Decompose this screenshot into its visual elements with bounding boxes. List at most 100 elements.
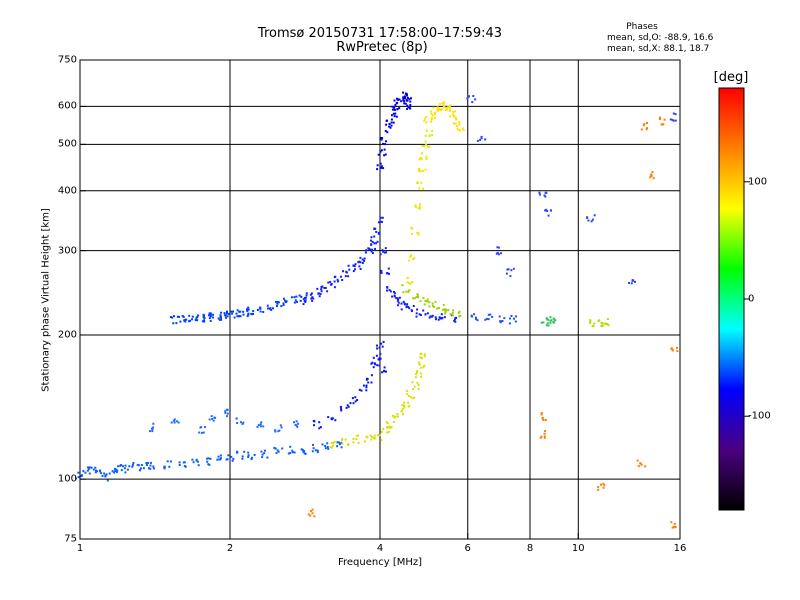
data-point <box>327 281 330 284</box>
data-point <box>316 451 319 454</box>
data-point <box>202 315 205 318</box>
data-point <box>362 384 365 387</box>
data-point <box>259 307 262 310</box>
data-point <box>552 321 555 324</box>
data-point <box>476 319 479 322</box>
data-point <box>320 290 323 293</box>
data-point <box>639 462 642 465</box>
data-point <box>276 449 279 452</box>
data-point <box>137 464 140 467</box>
data-point <box>77 476 80 479</box>
data-point <box>183 461 186 464</box>
data-point <box>377 221 380 224</box>
data-point <box>415 315 418 318</box>
data-point <box>387 267 390 270</box>
data-point <box>312 443 314 446</box>
data-point <box>208 463 211 466</box>
data-point <box>172 419 175 422</box>
data-point <box>331 444 334 447</box>
data-point <box>264 449 266 452</box>
data-point <box>241 457 244 460</box>
data-point <box>334 419 337 422</box>
data-point <box>449 108 452 111</box>
data-point <box>630 282 633 285</box>
data-point <box>329 446 332 449</box>
data-point <box>247 306 250 309</box>
data-point <box>202 431 205 434</box>
data-point <box>277 301 280 304</box>
data-point <box>201 431 203 434</box>
data-point <box>498 315 501 318</box>
data-point <box>212 313 214 316</box>
data-point <box>88 466 91 469</box>
data-point <box>230 455 233 458</box>
data-point <box>376 364 379 367</box>
data-point <box>383 366 386 369</box>
data-point <box>86 469 89 472</box>
data-point <box>344 438 347 441</box>
data-point <box>443 106 446 109</box>
data-point <box>314 449 317 452</box>
data-point <box>320 288 323 291</box>
data-point <box>552 317 555 320</box>
data-point <box>428 145 431 148</box>
data-point <box>327 447 330 450</box>
data-point <box>457 311 460 314</box>
data-point <box>455 118 458 121</box>
data-point <box>282 302 285 305</box>
data-point <box>440 317 442 320</box>
data-point <box>554 319 557 322</box>
data-point <box>508 322 511 325</box>
data-point <box>208 312 211 315</box>
data-point <box>194 319 197 321</box>
data-point <box>365 249 368 252</box>
data-point <box>439 109 442 112</box>
data-point <box>235 417 238 420</box>
data-point <box>461 127 464 130</box>
data-point <box>544 195 547 198</box>
data-point <box>226 315 229 318</box>
data-point <box>114 470 117 473</box>
data-point <box>420 372 422 375</box>
data-point <box>640 463 643 466</box>
data-point <box>631 279 634 282</box>
data-point <box>378 364 381 367</box>
data-point <box>246 308 248 311</box>
x-tick-label: 2 <box>226 543 234 554</box>
data-point <box>391 105 394 108</box>
data-point <box>297 422 300 425</box>
data-point <box>106 479 109 482</box>
data-point <box>285 301 287 303</box>
data-point <box>443 309 446 312</box>
data-point <box>209 319 212 322</box>
data-point <box>543 435 546 438</box>
data-point <box>419 356 422 359</box>
data-point <box>403 102 406 105</box>
data-point <box>196 319 199 322</box>
data-point <box>650 175 653 178</box>
data-point <box>454 122 457 125</box>
data-point <box>441 102 444 105</box>
data-point <box>422 366 425 369</box>
data-point <box>232 310 234 313</box>
data-point <box>658 116 661 119</box>
data-point <box>428 301 431 304</box>
data-point <box>365 386 368 389</box>
data-point <box>373 437 376 440</box>
data-point <box>422 187 425 190</box>
data-point <box>452 309 454 312</box>
data-point <box>393 108 396 111</box>
data-point <box>247 308 250 311</box>
data-point <box>380 271 383 274</box>
data-point <box>402 97 405 99</box>
data-point <box>77 471 80 474</box>
data-point <box>379 162 382 165</box>
data-point <box>149 464 152 467</box>
data-point <box>212 419 215 422</box>
data-point <box>509 317 511 320</box>
data-point <box>416 293 419 296</box>
data-point <box>459 314 462 317</box>
data-point <box>260 450 263 453</box>
data-point <box>539 193 541 196</box>
data-point <box>409 104 412 106</box>
